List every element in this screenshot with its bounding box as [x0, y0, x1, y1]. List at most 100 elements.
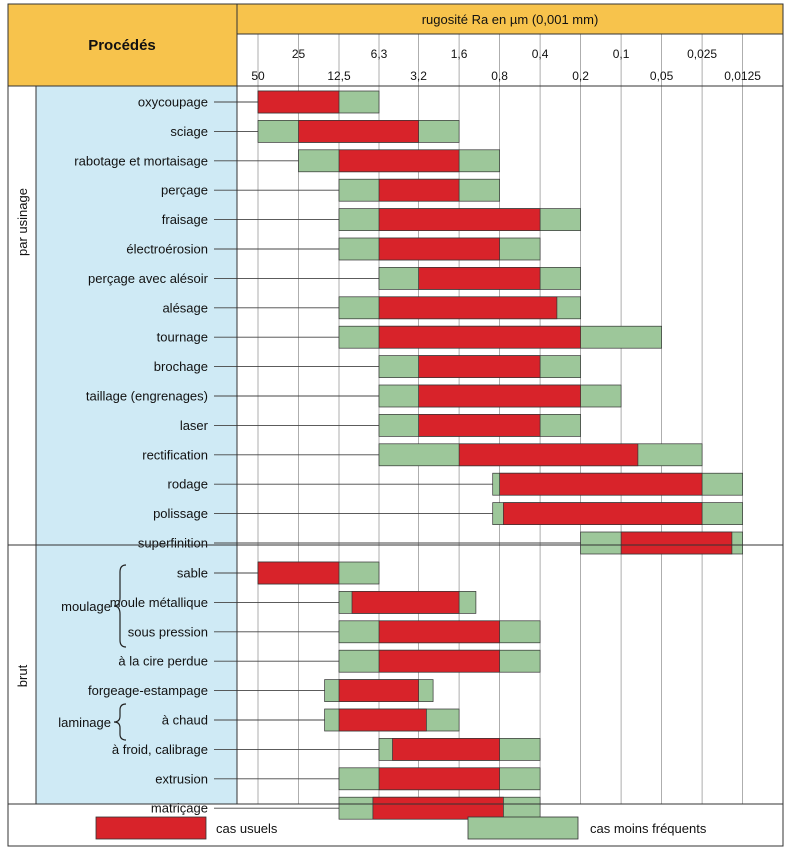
- x-tick-label-bottom: 0,0125: [724, 69, 761, 83]
- process-row: perçage: [161, 178, 500, 202]
- process-row: rectification: [142, 443, 703, 467]
- bar-usual: [257, 90, 340, 114]
- bar-usual: [378, 208, 541, 231]
- procedes-header-bg: [8, 4, 237, 86]
- process-label: rodage: [168, 477, 208, 492]
- x-tick-label-top: 0,025: [687, 47, 717, 61]
- x-tick-label-bottom: 0,2: [572, 69, 589, 83]
- process-label: rectification: [142, 447, 208, 462]
- process-rows: oxycoupage sciage rabotage et mortaisage pe…: [74, 90, 743, 820]
- x-tick-label-top: 6,3: [371, 47, 388, 61]
- bar-usual: [298, 120, 419, 143]
- process-row: à la cire perdue: [118, 649, 541, 673]
- process-label: polissage: [153, 506, 208, 521]
- bar-usual: [458, 443, 639, 467]
- bar-usual: [338, 708, 427, 732]
- laminage-brace: [113, 703, 127, 741]
- process-label: extrusion: [155, 771, 208, 786]
- legend-label-less: cas moins fréquents: [590, 821, 707, 836]
- bar-usual: [378, 325, 581, 349]
- procedes-label: Procédés: [88, 37, 156, 54]
- process-label: perçage avec alésoir: [88, 271, 209, 286]
- bar-usual: [620, 531, 733, 555]
- x-tick-label-bottom: 3,2: [410, 69, 427, 83]
- scale-title: rugosité Ra en µm (0,001 mm): [422, 12, 599, 27]
- process-row: sous pression: [128, 620, 541, 644]
- x-tick-label-bottom: 50: [251, 69, 265, 83]
- bar-usual: [418, 267, 541, 290]
- x-tick-label-bottom: 0,8: [491, 69, 508, 83]
- process-label: à chaud: [162, 713, 208, 728]
- process-label: électroérosion: [126, 242, 208, 257]
- moulage-label: moulage: [61, 599, 111, 614]
- process-label: brochage: [154, 359, 208, 374]
- laminage-label: laminage: [58, 715, 111, 730]
- process-label: tournage: [157, 330, 208, 345]
- process-label: fraisage: [162, 212, 208, 227]
- process-row: rodage: [168, 472, 743, 496]
- process-row: à froid, calibrage: [112, 738, 541, 761]
- group-column-bg: [8, 86, 36, 804]
- process-label: à la cire perdue: [118, 654, 208, 669]
- group-label-brut: brut: [15, 664, 30, 687]
- process-row: alésage: [162, 296, 581, 320]
- label-panel-bg: [8, 86, 237, 804]
- bar-usual: [372, 796, 504, 820]
- bar-usual: [503, 502, 703, 525]
- legend-swatch-less: [467, 816, 579, 840]
- group-label-usinage: par usinage: [15, 188, 30, 256]
- process-row: oxycoupage: [138, 90, 380, 114]
- x-tick-label-top: 25: [292, 47, 306, 61]
- process-row: forgeage-estampage: [88, 679, 434, 702]
- process-label: moule métallique: [110, 595, 208, 610]
- tick-header-bg: [237, 34, 783, 86]
- scale-title-bg: [237, 4, 783, 34]
- bar-usual: [257, 561, 340, 585]
- process-label: perçage: [161, 183, 208, 198]
- process-row: laser: [180, 414, 581, 437]
- x-tick-label-top: 0,4: [532, 47, 549, 61]
- process-row: rabotage et mortaisage: [74, 149, 500, 173]
- bar-usual: [338, 149, 460, 173]
- process-row: électroérosion: [126, 237, 541, 261]
- process-label: à froid, calibrage: [112, 742, 208, 757]
- process-row: perçage avec alésoir: [88, 267, 581, 290]
- process-row: moule métallique: [110, 591, 477, 614]
- bar-usual: [418, 414, 541, 437]
- process-row: extrusion: [155, 767, 541, 791]
- frame: [7, 3, 784, 847]
- process-row: à chaud: [162, 708, 460, 732]
- bar-usual: [418, 384, 581, 408]
- process-label: alésage: [162, 300, 208, 315]
- bar-usual: [499, 472, 703, 496]
- process-row: sable: [177, 561, 380, 585]
- moulage-brace: [113, 564, 127, 648]
- bar-usual: [378, 178, 460, 202]
- process-label: sable: [177, 566, 208, 581]
- process-label: rabotage et mortaisage: [74, 153, 208, 168]
- x-tick-label-bottom: 12,5: [327, 69, 351, 83]
- bar-usual: [392, 738, 500, 761]
- process-row: tournage: [157, 325, 662, 349]
- process-label: sous pression: [128, 624, 208, 639]
- process-label: forgeage-estampage: [88, 683, 208, 698]
- bar-usual: [351, 591, 460, 614]
- legend-label-usual: cas usuels: [216, 821, 278, 836]
- process-row: superfinition: [138, 531, 743, 555]
- process-row: sciage: [170, 120, 460, 143]
- process-label: laser: [180, 418, 209, 433]
- bar-usual: [378, 620, 500, 644]
- bar-usual: [378, 296, 558, 320]
- tick-labels: 25 6,3 1,6 0,4 0,1 0,025 50 12,5 3,2 0,8 0,2 0,05 0,…: [251, 47, 761, 83]
- process-label: oxycoupage: [138, 95, 208, 110]
- legend-swatch-usual: [95, 816, 207, 840]
- bar-usual: [378, 237, 500, 261]
- process-label: matriçage: [151, 801, 208, 816]
- x-tick-label-top: 0,1: [613, 47, 630, 61]
- process-row: polissage: [153, 502, 743, 525]
- x-tick-label-bottom: 0,05: [650, 69, 674, 83]
- bar-usual: [378, 767, 500, 791]
- process-row: taillage (engrenages): [86, 384, 622, 408]
- bar-usual: [378, 649, 500, 673]
